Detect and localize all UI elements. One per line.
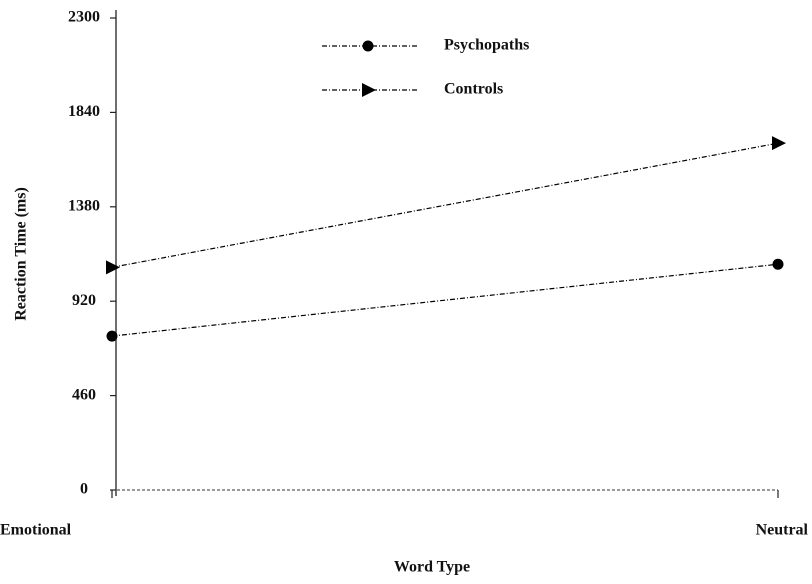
y-tick-label: 1840	[68, 103, 100, 120]
series-line	[111, 142, 779, 268]
y-tick-label: 920	[72, 292, 96, 309]
y-tick-label: 460	[72, 386, 96, 403]
x-axis-label: Word Type	[394, 559, 470, 576]
y-tick-label: 2300	[68, 9, 100, 26]
point	[772, 136, 786, 151]
point	[772, 258, 784, 270]
point	[362, 40, 374, 52]
point	[362, 83, 376, 97]
point	[106, 260, 120, 275]
legend-label: Controls	[444, 81, 503, 98]
legend-label: Psychopaths	[444, 37, 529, 54]
y-tick-label: 1380	[68, 197, 100, 214]
point	[106, 330, 118, 342]
series-line	[111, 263, 779, 337]
y-tick-label: 0	[80, 481, 88, 498]
x-tick-label: Neutral	[756, 522, 809, 539]
x-tick-label: Emotional	[0, 522, 72, 539]
y-axis-label: Reaction Time (ms)	[13, 187, 30, 321]
